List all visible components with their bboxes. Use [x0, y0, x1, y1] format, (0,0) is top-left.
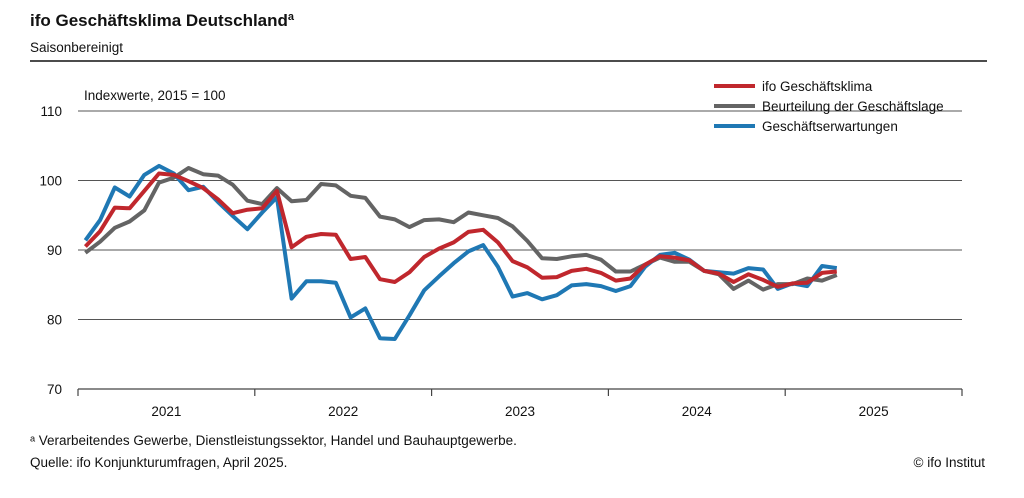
y-tick-label: 110 — [40, 104, 62, 119]
x-tick-label: 2022 — [328, 404, 358, 419]
x-tick-label: 2025 — [859, 404, 889, 419]
legend-label: Beurteilung der Geschäftslage — [762, 99, 944, 114]
footnote: ᵃ Verarbeitendes Gewerbe, Dienstleistung… — [30, 433, 517, 448]
chart-title: ifo Geschäftsklima Deutschlanda — [30, 11, 295, 30]
unit-annotation: Indexwerte, 2015 = 100 — [84, 88, 225, 103]
series-line-0 — [83, 171, 837, 289]
y-tick-label: 70 — [47, 382, 62, 397]
legend-label: Geschäftserwartungen — [762, 119, 898, 134]
y-tick-label: 80 — [47, 313, 62, 328]
x-tick-label: 2021 — [151, 404, 181, 419]
y-tick-label: 100 — [39, 174, 62, 189]
x-tick-label: 2024 — [682, 404, 713, 419]
y-tick-label: 90 — [47, 243, 62, 258]
legend-label: ifo Geschäftsklima — [762, 79, 873, 94]
x-tick-label: 2023 — [505, 404, 535, 419]
source-note: Quelle: ifo Konjunkturumfragen, April 20… — [30, 455, 287, 470]
chart-subtitle: Saisonbereinigt — [30, 40, 123, 55]
series-line-2 — [83, 163, 838, 341]
copyright: © ifo Institut — [914, 455, 986, 470]
